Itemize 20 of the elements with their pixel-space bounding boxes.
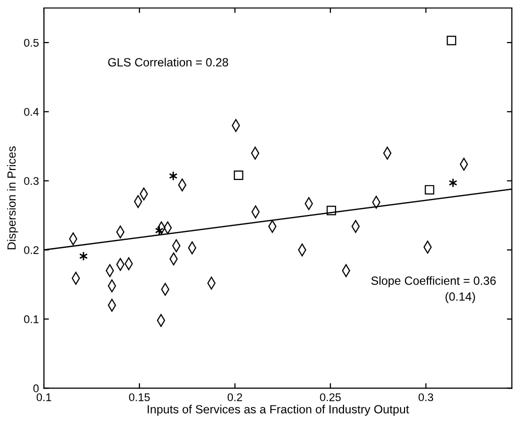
x-axis-title: Inputs of Services as a Fraction of Industry Output	[148, 404, 410, 416]
x-tick-label: 0.1	[36, 393, 52, 402]
annotation: (0.14)	[446, 292, 475, 304]
x-tick-label: 0.15	[129, 393, 150, 402]
y-tick-label: 0.3	[24, 177, 39, 185]
y-axis-title: Dispersion in Prices	[7, 146, 18, 250]
point	[234, 170, 244, 180]
y-tick-label: 0.4	[24, 108, 39, 116]
x-tick-label: 0.3	[418, 393, 434, 402]
point	[446, 36, 456, 46]
y-tick-label: 0	[33, 384, 39, 392]
point	[424, 185, 434, 195]
y-tick-label: 0.5	[24, 38, 39, 47]
x-tick-label: 0.2	[228, 393, 242, 402]
y-tick-label: 0.1	[24, 315, 39, 324]
point	[326, 206, 336, 216]
annotation: Slope Coefficient = 0.36	[371, 276, 496, 288]
x-tick-label: 0.25	[320, 393, 341, 402]
annotation: GLS Correlation = 0.28	[108, 58, 228, 66]
y-tick-label: 0.2	[24, 246, 39, 254]
